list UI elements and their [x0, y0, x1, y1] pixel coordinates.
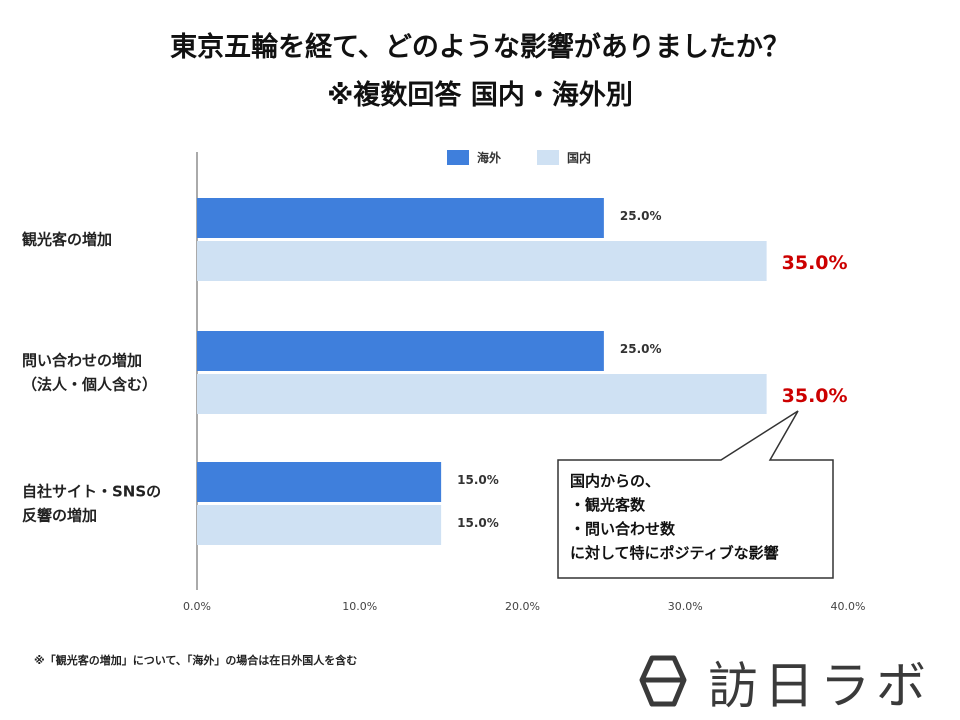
legend-swatch [537, 150, 559, 165]
callout-bubble [557, 410, 834, 579]
legend-swatch [447, 150, 469, 165]
callout-line: 国内からの、 [570, 472, 661, 490]
category-label: 反響の増加 [22, 507, 97, 525]
callout-line: ・問い合わせ数 [570, 520, 676, 538]
callout-line: ・観光客数 [570, 496, 646, 514]
bar-kokunai [197, 374, 767, 414]
lantern-logo-icon [639, 655, 687, 707]
bar-value-label: 15.0% [457, 516, 499, 530]
category-label: 観光客の増加 [22, 231, 112, 249]
callout-note: 国内からの、 ・観光客数 ・問い合わせ数 に対して特にポジティブな影響 [558, 460, 833, 578]
bar-kokunai [197, 505, 442, 545]
bar-kaigai [197, 198, 604, 238]
chart-title-line2: ※複数回答 国内・海外別 [327, 80, 633, 111]
legend-label: 国内 [567, 150, 591, 165]
bar-kaigai [197, 462, 442, 502]
x-tick-label: 40.0% [831, 600, 866, 613]
x-tick-label: 0.0% [183, 600, 211, 613]
x-tick-label: 30.0% [668, 600, 703, 613]
brand-logo: 訪日ラボ [628, 644, 928, 715]
footnote: ※「観光客の増加」について、「海外」の場合は在日外国人を含む [34, 654, 358, 667]
category-label: 問い合わせの増加 [22, 352, 142, 370]
bar-value-label: 35.0% [782, 385, 848, 407]
bar-value-label: 25.0% [620, 209, 662, 223]
brand-logo-text: 訪日ラボ [708, 657, 932, 715]
category-label: 自社サイト・SNSの [22, 483, 161, 501]
category-label: （法人・個人含む） [22, 376, 157, 394]
bar-value-label: 35.0% [782, 252, 848, 274]
bar-value-label: 25.0% [620, 342, 662, 356]
callout-line: に対して特にポジティブな影響 [570, 544, 779, 562]
x-tick-label: 20.0% [505, 600, 540, 613]
chart-title-line1: 東京五輪を経て、どのような影響がありましたか？ [170, 32, 790, 63]
legend-label: 海外 [477, 150, 501, 165]
bar-kaigai [197, 331, 604, 371]
x-tick-label: 10.0% [342, 600, 377, 613]
bar-kokunai [197, 241, 767, 281]
bar-value-label: 15.0% [457, 473, 499, 487]
